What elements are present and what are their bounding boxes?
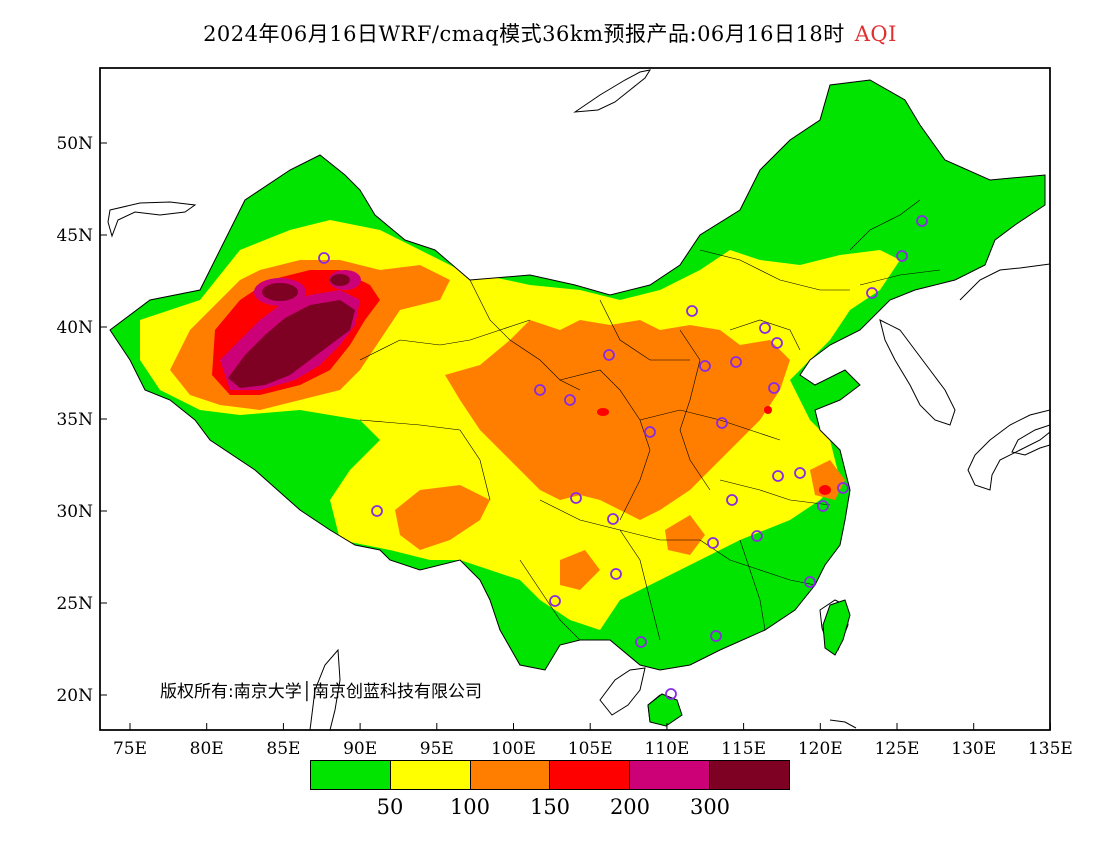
colorbar-swatch [710,761,789,789]
latitude-axis: 50N 45N 40N 35N 30N 25N 20N [56,134,107,706]
colorbar-swatch [470,761,551,789]
lat-tick-label: 45N [56,226,93,246]
colorbar-swatch [311,761,391,789]
aqi-colorbar [310,760,790,790]
lon-tick-label: 125E [875,739,920,759]
lon-tick-label: 120E [798,739,843,759]
colorbar-swatch [630,761,711,789]
map-title: 2024年06月16日WRF/cmaq模式36km预报产品:06月16日18时 A… [0,18,1100,48]
lat-tick-label: 50N [56,134,93,154]
copyright-text: 版权所有:南京大学│南京创蓝科技有限公司 [160,681,482,702]
taiwan [822,599,851,656]
colorbar-label: 300 [689,795,731,819]
lon-tick-label: 130E [951,739,996,759]
colorbar-label: 100 [449,795,491,819]
country-outline [109,79,1046,671]
lat-tick-label: 40N [56,318,93,338]
lat-tick-label: 30N [56,502,93,522]
title-variable: AQI [854,22,897,46]
lon-tick-label: 90E [343,739,377,759]
lon-tick-label: 95E [420,739,454,759]
colorbar-swatch [390,761,471,789]
title-text: 2024年06月16日WRF/cmaq模式36km预报产品:06月16日18时 [203,22,845,46]
lat-tick-label: 35N [56,410,93,430]
lat-tick-label: 20N [56,686,93,706]
colorbar-label: 150 [529,795,571,819]
colorbar-label: 50 [376,795,404,819]
longitude-axis: 75E 80E 85E 90E 95E 100E 105E 110E 115E 120E 125E 1… [113,723,1073,759]
station-markers [318,215,928,700]
lon-tick-label: 100E [491,739,536,759]
lon-tick-label: 110E [644,739,689,759]
lon-tick-label: 135E [1028,739,1073,759]
lon-tick-label: 80E [190,739,224,759]
colorbar-labels: 50 100 150 200 300 [310,795,790,819]
colorbar-label: 200 [609,795,651,819]
province-boundaries [359,199,941,641]
lat-tick-label: 25N [56,594,93,614]
hainan [647,693,683,727]
lon-tick-label: 75E [113,739,147,759]
lon-tick-label: 105E [568,739,613,759]
lon-tick-label: 115E [721,739,766,759]
colorbar-swatch [550,761,631,789]
lon-tick-label: 85E [266,739,300,759]
